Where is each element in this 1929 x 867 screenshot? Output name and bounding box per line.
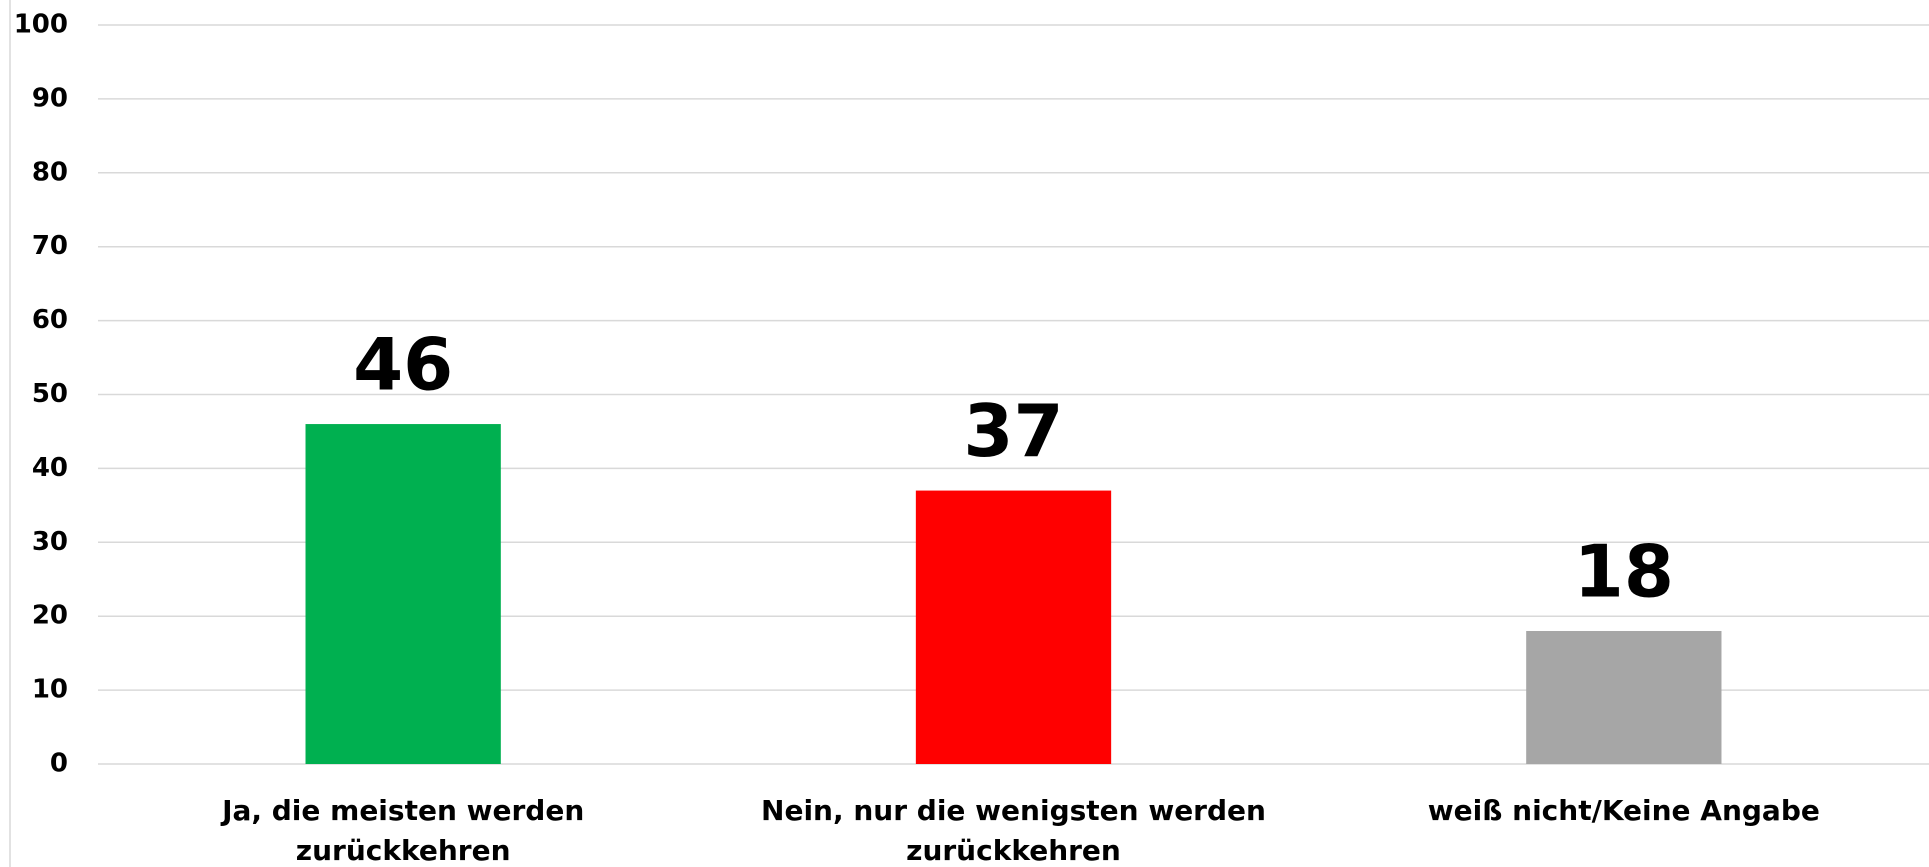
- data-label: 37: [963, 389, 1063, 473]
- y-tick-label: 50: [32, 379, 68, 409]
- y-tick-label: 90: [32, 83, 68, 113]
- x-tick-label: Ja, die meisten werden zurückkehren: [220, 794, 584, 867]
- bar: [915, 490, 1112, 764]
- y-tick-label: 70: [32, 231, 68, 261]
- x-tick-label: weiß nicht/Keine Angabe: [1428, 794, 1820, 827]
- y-tick-label: 10: [32, 675, 68, 705]
- y-tick-label: 30: [32, 527, 68, 557]
- data-label: 46: [353, 323, 453, 407]
- bar: [305, 424, 501, 764]
- y-tick-label: 40: [32, 453, 68, 483]
- bar: [1526, 630, 1722, 764]
- y-tick-label: 100: [14, 10, 68, 40]
- y-tick-label: 60: [32, 305, 68, 335]
- y-tick-label: 0: [50, 749, 68, 779]
- y-tick-label: 20: [32, 601, 68, 631]
- y-tick-label: 80: [32, 157, 68, 187]
- x-tick-label: Nein, nur die wenigsten werden zurückkehr…: [761, 794, 1266, 867]
- data-label: 18: [1574, 529, 1674, 613]
